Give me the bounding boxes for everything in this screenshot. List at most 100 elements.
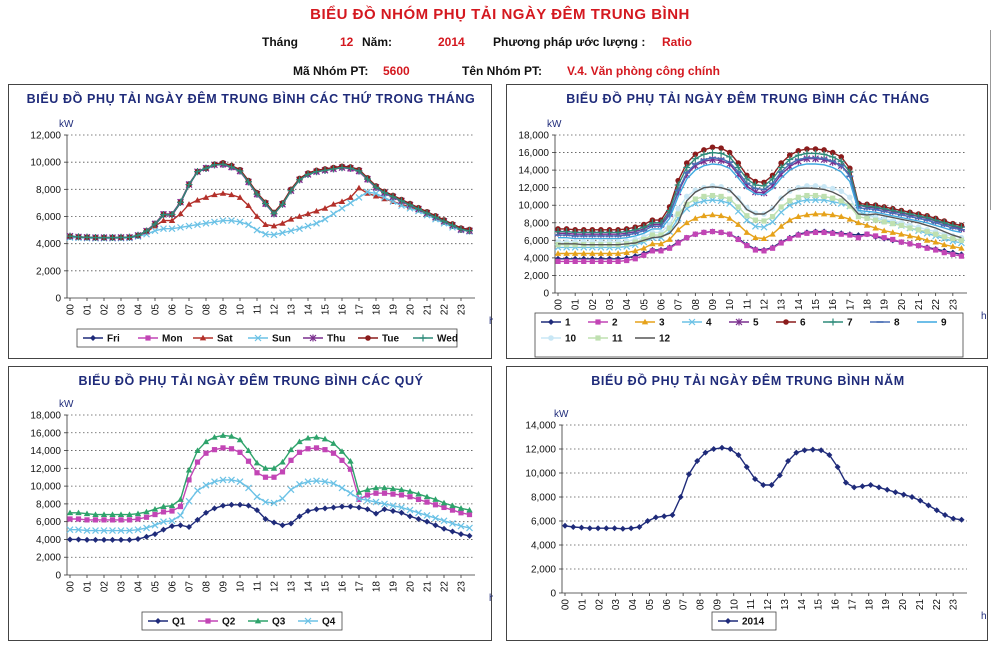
data-point (709, 149, 716, 157)
y-tick-label: 4,000 (524, 253, 549, 264)
data-point (804, 183, 810, 189)
data-point (803, 149, 811, 157)
data-point (211, 478, 218, 486)
data-point (666, 236, 673, 242)
data-point (624, 257, 630, 264)
x-tick-label: 04 (134, 581, 145, 593)
x-tick-label: 22 (440, 304, 451, 316)
data-point (692, 215, 699, 221)
data-point (785, 458, 792, 464)
x-tick-label: 02 (588, 299, 599, 311)
data-point (398, 504, 405, 511)
legend-marker (155, 618, 161, 624)
data-point (262, 465, 269, 471)
data-point (253, 459, 261, 466)
data-point (563, 228, 571, 236)
group-name-label: Tên Nhóm PT: (462, 64, 542, 78)
data-point (151, 227, 159, 235)
data-point (151, 521, 159, 529)
x-tick-label: 19 (389, 581, 400, 593)
legend-item: Sun (248, 334, 291, 345)
data-point (415, 205, 422, 213)
y-tick-label: 14,000 (518, 166, 549, 177)
data-point (236, 167, 244, 175)
legend-item: 9 (917, 318, 947, 329)
data-point (675, 240, 681, 246)
legend-label: Q2 (222, 617, 236, 628)
data-point (768, 482, 775, 488)
data-point (709, 228, 716, 235)
series-line (69, 187, 470, 239)
data-point (778, 204, 784, 210)
x-tick-label: 08 (691, 299, 702, 311)
data-point (580, 250, 587, 256)
data-point (847, 203, 853, 209)
data-point (355, 495, 363, 502)
data-point (415, 516, 422, 522)
data-point (685, 471, 692, 478)
data-point (339, 457, 345, 463)
data-point (169, 508, 175, 514)
data-point (597, 250, 605, 256)
x-tick-label: 02 (100, 304, 111, 316)
data-point (863, 222, 871, 228)
data-point (364, 486, 371, 493)
data-point (554, 250, 562, 256)
series-line (70, 479, 470, 532)
data-point (598, 258, 604, 264)
data-point (304, 210, 312, 217)
x-tick-label: 07 (674, 299, 685, 311)
data-point (271, 474, 277, 480)
series-Q3 (66, 432, 473, 517)
data-point (355, 489, 363, 495)
y-axis-label: kW (59, 399, 74, 410)
data-point (220, 502, 226, 509)
data-point (152, 511, 158, 518)
series-line (558, 186, 962, 246)
data-point (364, 506, 371, 513)
data-point (117, 233, 125, 241)
data-point (415, 490, 422, 497)
data-point (347, 194, 354, 200)
data-point (126, 511, 133, 517)
data-point (441, 525, 447, 532)
x-tick-label: 17 (847, 599, 858, 611)
data-point (908, 494, 915, 500)
data-point (818, 447, 825, 454)
x-tick-label: 23 (457, 581, 468, 593)
data-point (321, 435, 329, 442)
data-point (555, 258, 561, 264)
data-point (829, 149, 836, 156)
x-tick-label: 14 (794, 299, 805, 311)
data-point (864, 231, 870, 237)
data-point (84, 536, 90, 543)
data-point (751, 181, 759, 189)
series-Sat (66, 184, 473, 241)
chart-title: BIỂU ĐỒ PHỤ TẢI NGÀY ĐÊM TRUNG BÌNH CÁC … (27, 91, 476, 106)
legend-label: Mon (162, 334, 183, 345)
x-axis-label: h (981, 611, 987, 622)
legend-item: Q3 (248, 617, 286, 628)
data-point (424, 499, 430, 505)
data-point (296, 513, 303, 520)
y-tick-label: 4,000 (36, 239, 61, 250)
data-point (245, 221, 252, 229)
data-point (449, 528, 456, 535)
data-point (449, 507, 456, 513)
data-point (168, 210, 176, 218)
data-point (778, 240, 784, 246)
data-point (305, 446, 311, 452)
data-point (623, 249, 630, 256)
data-point (168, 502, 176, 509)
data-point (202, 194, 210, 200)
data-point (941, 234, 947, 240)
x-tick-label: 15 (814, 599, 825, 611)
data-point (75, 509, 82, 516)
data-point (92, 511, 99, 517)
data-point (752, 476, 759, 482)
legend-label: 2014 (742, 617, 765, 628)
data-point (237, 449, 243, 455)
data-point (432, 514, 439, 522)
x-tick-label: 09 (219, 304, 230, 316)
data-point (683, 160, 690, 166)
